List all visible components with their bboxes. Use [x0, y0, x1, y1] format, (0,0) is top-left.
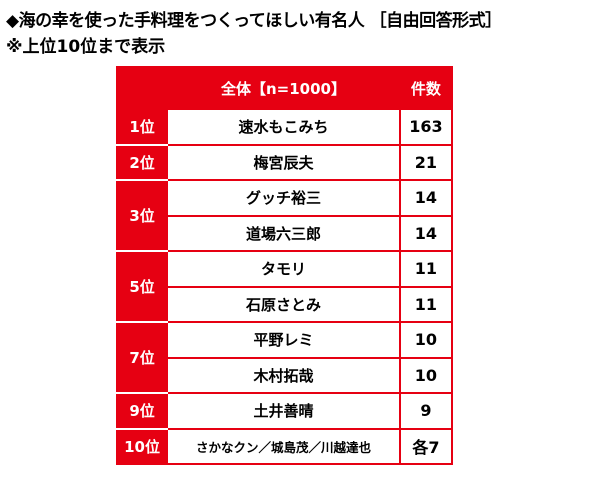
- page-subtitle: ※上位10位まで表示: [6, 37, 166, 57]
- count-cell: 10: [398, 321, 454, 359]
- name-cell: 木村拓哉: [166, 356, 401, 394]
- header-rank: [115, 66, 169, 110]
- header-row: 全体【n=1000】 件数: [115, 66, 454, 110]
- table-row: 石原さとみ 11: [117, 285, 454, 323]
- count-cell: 14: [398, 214, 454, 252]
- table-row: 2位 梅宮辰夫 21: [115, 143, 454, 181]
- table-row: 木村拓哉 10: [117, 356, 454, 394]
- rank-cell: 3位: [115, 179, 169, 252]
- name-cell: グッチ裕三: [166, 179, 401, 217]
- count-cell: 11: [398, 285, 454, 323]
- count-cell: 各7: [398, 427, 454, 465]
- name-cell: 道場六三郎: [166, 214, 401, 252]
- ranking-table: 全体【n=1000】 件数 1位 速水もこみち 163 2位 梅宮辰夫 21 3位 グッチ…: [115, 66, 454, 465]
- table-row: 3位 グッチ裕三 14: [115, 179, 454, 252]
- name-cell: 梅宮辰夫: [166, 143, 401, 181]
- count-cell: 11: [398, 250, 454, 288]
- table-row: 1位 速水もこみち 163: [115, 108, 454, 146]
- rank-cell: 7位: [115, 321, 169, 394]
- name-cell: 石原さとみ: [166, 285, 401, 323]
- rank-cell: 5位: [115, 250, 169, 323]
- rank-cell: 9位: [115, 392, 169, 430]
- name-cell: 土井善晴: [166, 392, 401, 430]
- table-row: 5位 タモリ 11: [115, 250, 454, 323]
- rank-cell: 2位: [115, 143, 169, 181]
- count-cell: 163: [398, 108, 454, 146]
- count-cell: 10: [398, 356, 454, 394]
- rank-cell: 10位: [115, 427, 169, 465]
- page-title: ◆海の幸を使った手料理をつくってほしい有名人 ［自由回答形式］: [6, 11, 502, 31]
- count-cell: 9: [398, 392, 454, 430]
- table-row: 7位 平野レミ 10: [115, 321, 454, 394]
- rank-cell: 1位: [115, 108, 169, 146]
- name-cell: さかなクン／城島茂／川越達也: [166, 427, 401, 465]
- header-count: 件数: [399, 66, 454, 110]
- table-row: 10位 さかなクン／城島茂／川越達也 各7: [115, 427, 454, 465]
- name-cell: タモリ: [166, 250, 401, 288]
- count-cell: 21: [398, 143, 454, 181]
- table-row: 9位 土井善晴 9: [115, 392, 454, 430]
- table-row: 道場六三郎 14: [117, 214, 454, 252]
- header-total: 全体【n=1000】: [166, 66, 401, 110]
- name-cell: 速水もこみち: [166, 108, 401, 146]
- count-cell: 14: [398, 179, 454, 217]
- name-cell: 平野レミ: [166, 321, 401, 359]
